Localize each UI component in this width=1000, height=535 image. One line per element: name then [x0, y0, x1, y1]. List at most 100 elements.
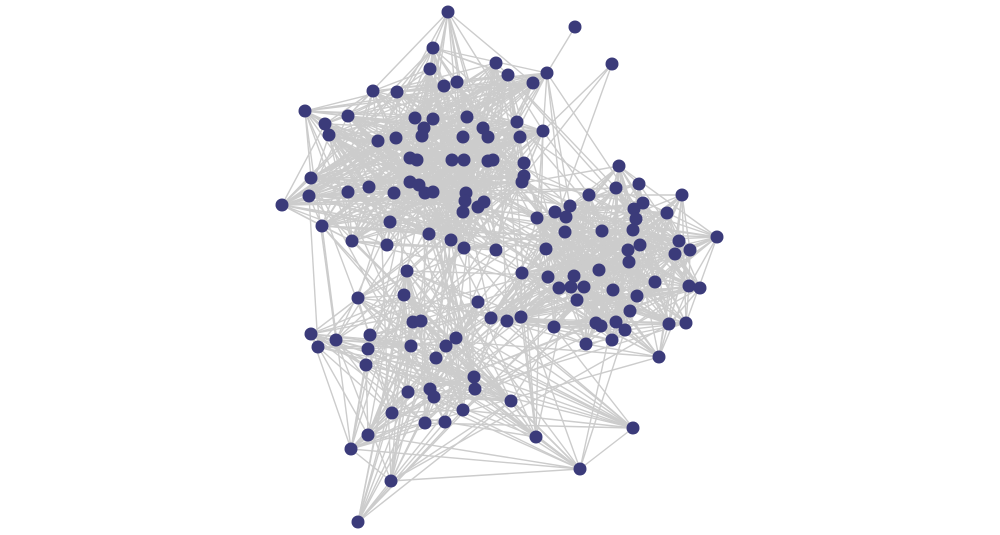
edge	[428, 233, 476, 390]
node	[660, 206, 674, 220]
edge	[410, 337, 457, 347]
edge	[424, 187, 617, 424]
node	[668, 247, 682, 261]
edge	[546, 72, 572, 288]
node	[444, 233, 458, 247]
node	[351, 515, 365, 529]
node	[344, 442, 358, 456]
node	[322, 128, 336, 142]
node	[361, 428, 375, 442]
edge	[335, 339, 392, 482]
node	[515, 266, 529, 280]
edge	[506, 320, 634, 429]
edge	[579, 427, 634, 470]
edge	[423, 127, 426, 424]
node	[311, 340, 325, 354]
edge	[450, 239, 475, 378]
edge	[317, 346, 393, 414]
edge	[350, 448, 581, 470]
node	[652, 350, 666, 364]
edge	[633, 208, 718, 238]
edge	[367, 434, 581, 470]
edge	[474, 321, 617, 390]
node	[606, 283, 620, 297]
node	[467, 370, 481, 384]
edge	[445, 345, 537, 438]
edge	[310, 177, 371, 336]
edge	[347, 191, 497, 251]
node	[539, 242, 553, 256]
edge	[444, 421, 537, 438]
node	[400, 264, 414, 278]
node	[612, 159, 626, 173]
edge	[674, 253, 701, 289]
edge	[367, 249, 497, 350]
node	[341, 185, 355, 199]
edge	[424, 376, 475, 424]
node	[595, 224, 609, 238]
edge	[357, 400, 512, 523]
node	[609, 181, 623, 195]
node	[632, 177, 646, 191]
node	[552, 281, 566, 295]
node	[605, 333, 619, 347]
node	[514, 310, 528, 324]
node	[627, 202, 641, 216]
node	[564, 280, 578, 294]
edge	[418, 184, 475, 378]
edge	[310, 177, 420, 186]
edge	[516, 72, 548, 123]
node	[489, 243, 503, 257]
node	[383, 215, 397, 229]
edge	[391, 409, 464, 414]
edge	[432, 118, 518, 123]
edge	[477, 276, 549, 303]
node	[468, 382, 482, 396]
node	[427, 390, 441, 404]
node	[438, 415, 452, 429]
edge	[391, 322, 687, 414]
node	[540, 66, 554, 80]
edge	[369, 74, 509, 336]
edge	[350, 448, 392, 482]
edge	[350, 194, 683, 450]
edge	[403, 294, 492, 319]
edge	[350, 329, 626, 450]
edge	[523, 63, 613, 177]
node	[626, 421, 640, 435]
node	[441, 5, 455, 19]
node	[559, 210, 573, 224]
node	[648, 275, 662, 289]
edge	[351, 240, 581, 470]
node	[458, 194, 472, 208]
edge	[668, 287, 701, 325]
node	[401, 385, 415, 399]
edge	[565, 216, 718, 238]
edge	[281, 177, 312, 206]
node	[484, 311, 498, 325]
node	[504, 394, 518, 408]
edge	[451, 159, 690, 287]
node	[605, 57, 619, 71]
edge	[444, 376, 475, 423]
node	[481, 130, 495, 144]
edge	[681, 194, 691, 251]
node	[408, 111, 422, 125]
edge	[367, 11, 449, 436]
edge	[681, 194, 687, 324]
node	[384, 474, 398, 488]
node	[359, 358, 373, 372]
node	[429, 351, 443, 365]
edge	[542, 63, 613, 132]
edge	[579, 249, 629, 470]
edge	[350, 211, 556, 450]
node	[633, 238, 647, 252]
edge	[347, 91, 398, 117]
node	[536, 124, 550, 138]
edge	[347, 175, 525, 193]
node	[489, 56, 503, 70]
node	[298, 104, 312, 118]
edge	[367, 205, 571, 350]
node	[304, 327, 318, 341]
node	[449, 331, 463, 345]
